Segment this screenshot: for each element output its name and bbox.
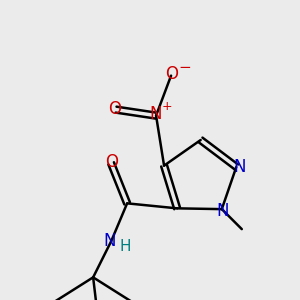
Text: O: O: [166, 64, 178, 82]
Text: N: N: [103, 232, 116, 250]
Text: N: N: [150, 105, 162, 123]
Text: −: −: [179, 60, 191, 75]
Text: N: N: [233, 158, 246, 176]
Text: N: N: [217, 202, 229, 220]
Text: O: O: [109, 100, 122, 118]
Text: O: O: [105, 153, 118, 171]
Text: H: H: [119, 239, 131, 254]
Text: +: +: [162, 100, 172, 113]
